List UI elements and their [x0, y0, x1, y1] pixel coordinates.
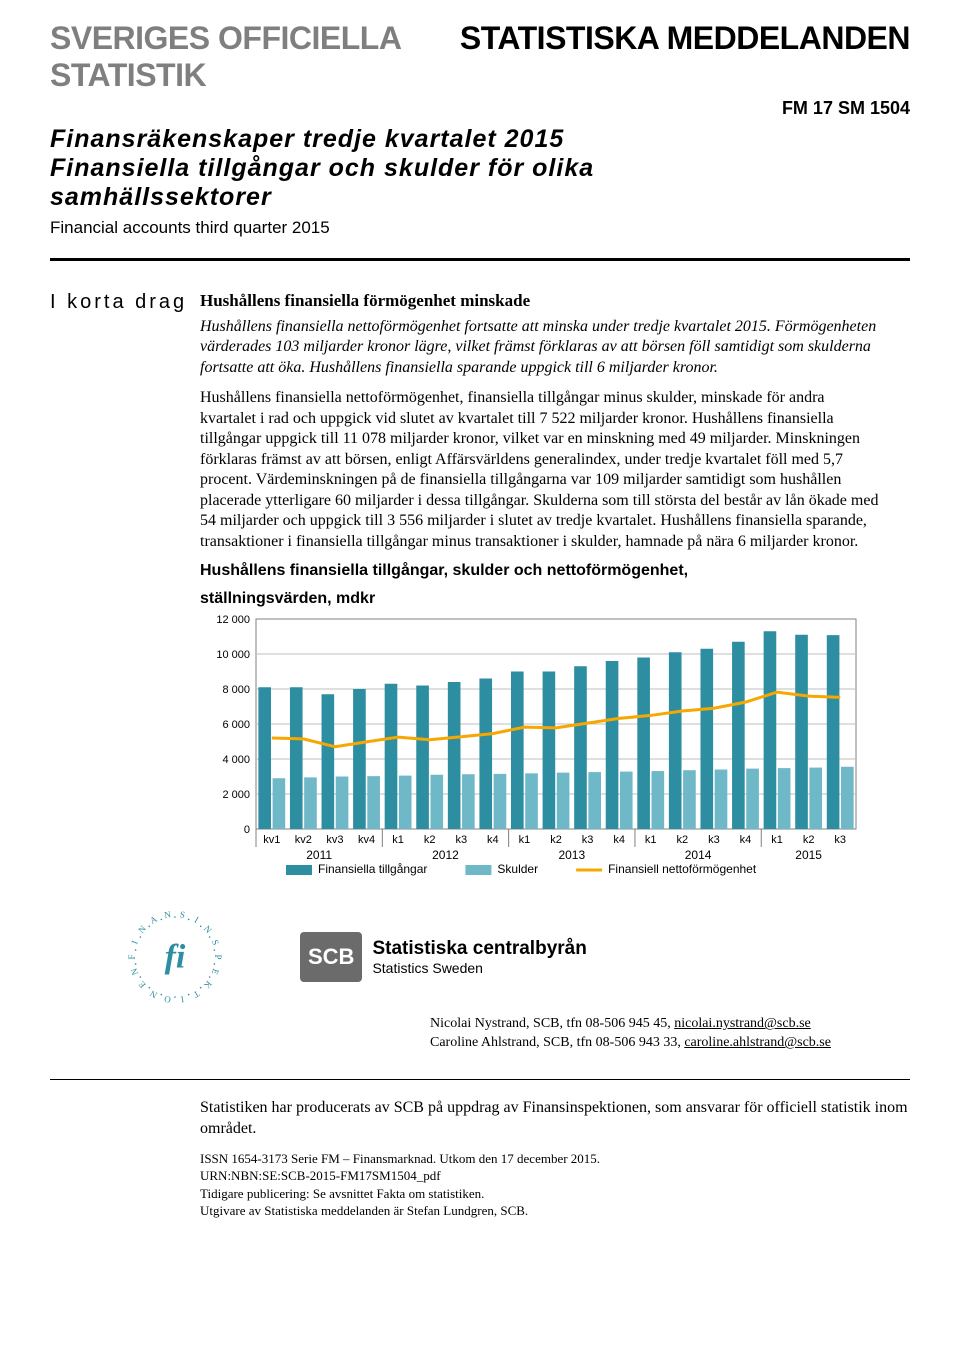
svg-text:P: P [213, 955, 223, 960]
doc-subtitle-en: Financial accounts third quarter 2015 [50, 218, 910, 238]
doc-code: FM 17 SM 1504 [50, 98, 910, 119]
svg-text:8 000: 8 000 [222, 684, 250, 696]
masthead-left: SVERIGES OFFICIELLA STATISTIK [50, 20, 400, 93]
svg-text:I: I [193, 915, 201, 925]
svg-text:2 000: 2 000 [222, 789, 250, 801]
svg-text:I: I [180, 995, 185, 1005]
svg-text:kv3: kv3 [326, 834, 343, 846]
svg-text:2013: 2013 [558, 848, 585, 862]
svg-text:F: F [127, 955, 137, 960]
svg-text:k3: k3 [708, 834, 720, 846]
scb-text-l2: Statistics Sweden [372, 960, 586, 976]
contact-block: Nicolai Nystrand, SCB, tfn 08-506 945 45… [430, 1015, 910, 1053]
svg-text:2015: 2015 [795, 848, 822, 862]
svg-text:N: N [129, 967, 141, 977]
scb-logo: SCB Statistiska centralbyrån Statistics … [300, 932, 587, 982]
svg-text:S: S [210, 939, 221, 947]
svg-text:N: N [136, 924, 148, 936]
masthead: STATISTISKA MEDDELANDEN SVERIGES OFFICIE… [50, 20, 910, 94]
footer-l3: Tidigare publicering: Se avsnittet Fakta… [200, 1185, 910, 1203]
svg-text:Finansiella tillgångar: Finansiella tillgångar [318, 862, 427, 876]
svg-text:kv4: kv4 [358, 834, 375, 846]
contact-line-2: Caroline Ahlstrand, SCB, tfn 08-506 943 … [430, 1034, 910, 1053]
svg-text:6 000: 6 000 [222, 719, 250, 731]
svg-text:k1: k1 [771, 834, 783, 846]
divider-thick [50, 258, 910, 261]
footer-body: Statistiken har producerats av SCB på up… [200, 1098, 910, 1140]
svg-text:k1: k1 [519, 834, 531, 846]
svg-text:k3: k3 [582, 834, 594, 846]
svg-text:k2: k2 [550, 834, 562, 846]
masthead-right: STATISTISKA MEDDELANDEN [460, 20, 910, 57]
svg-text:k2: k2 [424, 834, 436, 846]
divider-thin [50, 1079, 910, 1080]
doc-title: Finansräkenskaper tredje kvartalet 2015 [50, 125, 910, 154]
title-block: Finansräkenskaper tredje kvartalet 2015 … [50, 125, 910, 238]
svg-text:k4: k4 [740, 834, 752, 846]
doc-subtitle-l1: Finansiella tillgångar och skulder för o… [50, 154, 910, 183]
contact-2-text: Caroline Ahlstrand, SCB, tfn 08-506 943 … [430, 1035, 684, 1050]
svg-text:N: N [148, 988, 159, 1000]
scb-box: SCB [300, 932, 362, 982]
svg-text:k3: k3 [834, 834, 846, 846]
footer-l1: ISSN 1654-3173 Serie FM – Finansmarknad.… [200, 1150, 910, 1168]
svg-text:2012: 2012 [432, 848, 459, 862]
chart-title-l2: ställningsvärden, mdkr [200, 588, 880, 610]
svg-text:k2: k2 [803, 834, 815, 846]
scb-text-l1: Statistiska centralbyrån [372, 938, 586, 960]
svg-text:kv2: kv2 [295, 834, 312, 846]
svg-text:N: N [163, 909, 172, 920]
svg-text:k1: k1 [392, 834, 404, 846]
svg-text:10 000: 10 000 [216, 649, 250, 661]
svg-text:A: A [148, 914, 159, 926]
svg-text:Finansiell nettoförmögenhet: Finansiell nettoförmögenhet [608, 862, 757, 876]
footer-l2: URN:NBN:SE:SCB-2015-FM17SM1504_pdf [200, 1167, 910, 1185]
lead-paragraph: Hushållens finansiella nettoförmögenhet … [200, 317, 880, 378]
svg-text:k1: k1 [645, 834, 657, 846]
section-heading: I korta drag [50, 291, 200, 314]
svg-text:N: N [202, 924, 214, 936]
svg-text:I: I [129, 940, 139, 946]
svg-text:T: T [191, 989, 201, 1001]
paragraph-heading: Hushållens finansiella förmögenhet minsk… [200, 291, 880, 311]
svg-text:fi: fi [165, 939, 186, 976]
svg-text:k4: k4 [487, 834, 499, 846]
logo-row: fi FINANSINSPEKTIONEN SCB Statistiska ce… [110, 907, 910, 1007]
fi-logo: fi FINANSINSPEKTIONEN [110, 907, 240, 1007]
svg-text:4 000: 4 000 [222, 754, 250, 766]
svg-text:2011: 2011 [306, 848, 332, 862]
svg-text:Skulder: Skulder [497, 862, 538, 876]
contact-1-link[interactable]: nicolai.nystrand@scb.se [674, 1016, 811, 1031]
svg-text:k3: k3 [455, 834, 467, 846]
contact-line-1: Nicolai Nystrand, SCB, tfn 08-506 945 45… [430, 1015, 910, 1034]
svg-text:12 000: 12 000 [216, 614, 250, 626]
bar-chart: 0 2 000 4 000 6 000 8 000 10 000 12 000 kv1 kv2 k… [200, 609, 870, 889]
svg-text:E: E [136, 979, 148, 990]
contact-1-text: Nicolai Nystrand, SCB, tfn 08-506 945 45… [430, 1016, 674, 1031]
doc-subtitle-l2: samhällssektorer [50, 183, 910, 212]
svg-text:kv1: kv1 [263, 834, 280, 846]
svg-text:S: S [179, 910, 186, 921]
svg-text:0: 0 [244, 824, 250, 836]
svg-text:k4: k4 [613, 834, 625, 846]
svg-text:2014: 2014 [685, 848, 712, 862]
svg-text:k2: k2 [677, 834, 689, 846]
svg-text:K: K [202, 979, 214, 991]
svg-text:O: O [163, 994, 172, 1005]
contact-2-link[interactable]: caroline.ahlstrand@scb.se [684, 1035, 831, 1050]
body-paragraph: Hushållens finansiella nettoförmögenhet,… [200, 388, 880, 552]
svg-text:E: E [210, 968, 221, 977]
footer-l4: Utgivare av Statistiska meddelanden är S… [200, 1202, 910, 1220]
footer-small: ISSN 1654-3173 Serie FM – Finansmarknad.… [200, 1150, 910, 1220]
chart-title-l1: Hushållens finansiella tillgångar, skuld… [200, 560, 880, 582]
